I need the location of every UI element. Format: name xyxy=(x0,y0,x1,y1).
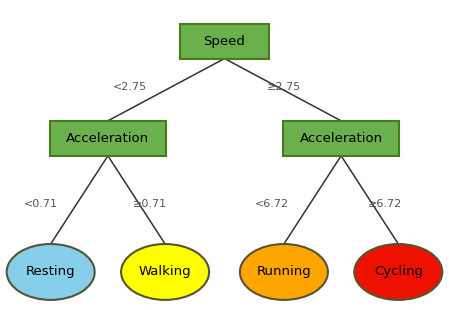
Text: ≥0.71: ≥0.71 xyxy=(132,199,167,209)
Text: Resting: Resting xyxy=(26,265,75,278)
Text: <6.72: <6.72 xyxy=(255,199,289,209)
Ellipse shape xyxy=(354,244,442,300)
Text: Running: Running xyxy=(256,265,311,278)
Ellipse shape xyxy=(7,244,95,300)
FancyBboxPatch shape xyxy=(283,121,400,156)
Text: Cycling: Cycling xyxy=(374,265,423,278)
FancyBboxPatch shape xyxy=(49,121,166,156)
Text: Acceleration: Acceleration xyxy=(66,132,150,145)
Ellipse shape xyxy=(240,244,328,300)
Text: ≥6.72: ≥6.72 xyxy=(368,199,402,209)
Text: <2.75: <2.75 xyxy=(113,82,147,92)
Text: Acceleration: Acceleration xyxy=(299,132,383,145)
Text: <0.71: <0.71 xyxy=(23,199,57,209)
Text: Walking: Walking xyxy=(139,265,191,278)
FancyBboxPatch shape xyxy=(180,24,269,59)
Ellipse shape xyxy=(121,244,209,300)
Text: ≥2.75: ≥2.75 xyxy=(267,82,301,92)
Text: Speed: Speed xyxy=(203,35,246,47)
